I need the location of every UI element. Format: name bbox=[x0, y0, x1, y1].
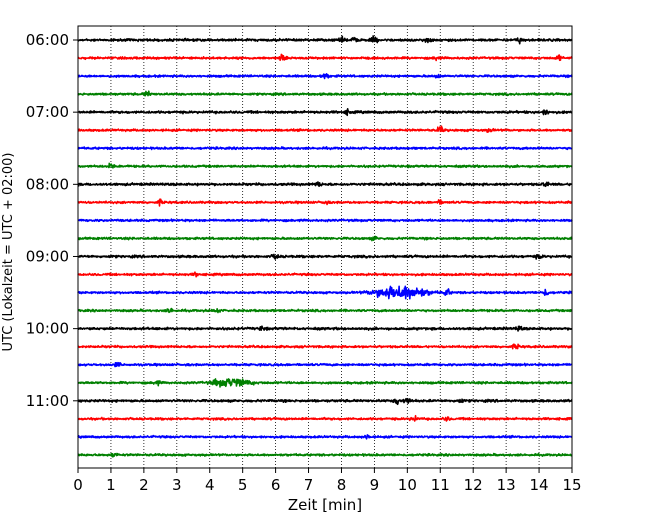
x-tick-label-4: 4 bbox=[205, 476, 215, 494]
trace-1130 bbox=[77, 434, 573, 440]
y-tick-label-0800: 08:00 bbox=[26, 175, 69, 193]
trace-1100 bbox=[77, 397, 573, 406]
trace-0630 bbox=[77, 73, 573, 80]
trace-0815 bbox=[77, 198, 573, 207]
y-axis-title: UTC (Lokalzeit = UTC + 02:00) bbox=[1, 153, 16, 352]
x-tick-label-13: 13 bbox=[497, 476, 516, 494]
y-axis-ticks: 06:00 07:00 08:00 09:00 10:00 11:00 bbox=[26, 31, 78, 410]
trace-0830 bbox=[77, 218, 573, 223]
trace-0645 bbox=[77, 90, 573, 97]
trace-1000 bbox=[77, 325, 573, 332]
x-axis-title: Zeit [min] bbox=[288, 496, 362, 514]
trace-0700 bbox=[77, 108, 573, 117]
trace-0915 bbox=[77, 271, 573, 278]
x-tick-label-9: 9 bbox=[370, 476, 380, 494]
x-tick-label-6: 6 bbox=[271, 476, 281, 494]
trace-0930 bbox=[77, 285, 573, 300]
x-tick-label-2: 2 bbox=[139, 476, 149, 494]
x-tick-label-11: 11 bbox=[431, 476, 450, 494]
y-tick-label-0700: 07:00 bbox=[26, 103, 69, 121]
trace-0745 bbox=[77, 162, 573, 169]
trace-0900 bbox=[77, 253, 573, 260]
y-tick-label-0600: 06:00 bbox=[26, 31, 69, 49]
trace-1145 bbox=[77, 452, 573, 458]
x-tick-label-12: 12 bbox=[464, 476, 483, 494]
x-axis-ticks: 0 1 2 3 4 5 6 7 8 9 10 11 12 13 14 15 bbox=[73, 468, 582, 494]
x-tick-label-5: 5 bbox=[238, 476, 248, 494]
trace-1045 bbox=[77, 378, 573, 388]
x-tick-label-1: 1 bbox=[106, 476, 116, 494]
trace-0800 bbox=[77, 181, 573, 188]
trace-1030 bbox=[77, 361, 573, 368]
trace-0845 bbox=[77, 235, 573, 242]
x-tick-label-0: 0 bbox=[73, 476, 83, 494]
trace-1115 bbox=[77, 414, 573, 422]
plot-frame bbox=[77, 25, 573, 469]
trace-1015 bbox=[77, 343, 573, 350]
trace-0945 bbox=[77, 307, 573, 314]
y-tick-label-1000: 10:00 bbox=[26, 320, 69, 338]
x-tick-label-15: 15 bbox=[562, 476, 581, 494]
trace-0615 bbox=[77, 53, 573, 62]
x-tick-label-3: 3 bbox=[172, 476, 182, 494]
y-tick-label-1100: 11:00 bbox=[26, 392, 69, 410]
trace-0600 bbox=[77, 35, 573, 45]
x-tick-label-8: 8 bbox=[337, 476, 347, 494]
x-tick-label-14: 14 bbox=[530, 476, 549, 494]
trace-0715 bbox=[77, 125, 573, 134]
x-tick-label-10: 10 bbox=[398, 476, 417, 494]
seismic-traces bbox=[77, 35, 573, 458]
y-tick-label-0900: 09:00 bbox=[26, 247, 69, 265]
x-tick-label-7: 7 bbox=[304, 476, 314, 494]
trace-0730 bbox=[77, 146, 573, 151]
